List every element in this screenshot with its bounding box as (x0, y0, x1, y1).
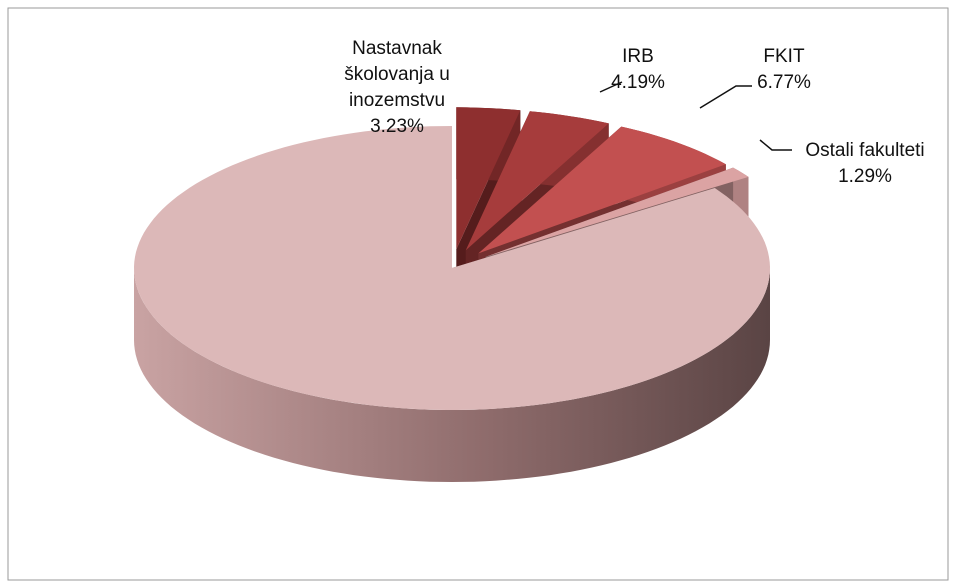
leader-line (699, 85, 752, 109)
value-label: 6.77% (757, 72, 811, 93)
leader-line (599, 81, 623, 93)
data-label: FKIT 6.77% (724, 44, 844, 96)
slice-side (134, 268, 770, 482)
value-label: 3.23% (370, 116, 424, 137)
value-label: 1.29% (838, 166, 892, 187)
slice (465, 111, 609, 251)
slice (485, 167, 749, 257)
data-label: Nastavnak školovanja u inozemstvu 3.23% (322, 36, 472, 140)
chart-border (7, 7, 949, 581)
category-label: FKIT (763, 46, 805, 67)
category-label: IRB (622, 46, 654, 67)
value-label: 4.19% (611, 72, 665, 93)
data-label: Ostali fakulteti 1.29% (775, 138, 955, 190)
category-label: Ostali fakulteti (805, 140, 925, 161)
slice (456, 107, 521, 250)
category-label: Nastavnak školovanja u inozemstvu (344, 38, 450, 111)
slice (134, 126, 770, 410)
slice (478, 126, 726, 254)
data-label: IRB 4.19% (578, 44, 698, 96)
leader-line (759, 139, 792, 151)
